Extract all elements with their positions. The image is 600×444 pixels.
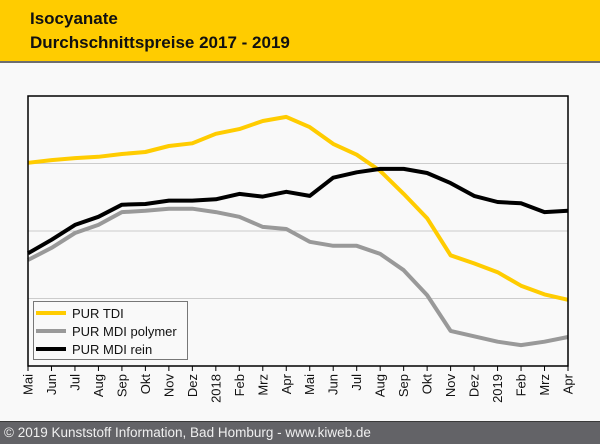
x-tick-label: Feb — [232, 374, 247, 396]
legend-item-tdi: PUR TDI — [36, 304, 124, 322]
copyright-footer: © 2019 Kunststoff Information, Bad Hombu… — [0, 421, 600, 444]
x-tick-label: Apr — [279, 373, 294, 394]
plot-frame — [27, 95, 569, 367]
x-tick-label: 2019 — [490, 374, 505, 403]
x-tick-label: Sep — [396, 374, 411, 397]
x-tick-label: 2018 — [208, 374, 223, 403]
x-tick-label: Jul — [349, 374, 364, 391]
series-line-pur-mdi-rein — [27, 166, 569, 256]
x-tick-label: Okt — [420, 374, 435, 395]
x-tick-label: Aug — [91, 374, 106, 397]
legend-item-mdi-polymer: PUR MDI polymer — [36, 322, 177, 340]
x-tick-label: Apr — [561, 373, 576, 394]
x-tick-label: Jun — [44, 374, 59, 395]
x-tick-label: Mai — [302, 374, 317, 395]
x-tick-label: Feb — [514, 374, 529, 396]
x-tick-label: Mai — [21, 374, 36, 395]
legend-label-tdi: PUR TDI — [72, 305, 124, 321]
x-tick-label: Sep — [114, 374, 129, 397]
legend-item-mdi-rein: PUR MDI rein — [36, 340, 152, 358]
x-tick-label: Mrz — [537, 374, 552, 396]
legend-label-mdi-rein: PUR MDI rein — [72, 341, 153, 357]
chart-title-line1: Isocyanate — [30, 9, 118, 28]
chart-header: Isocyanate Durchschnittspreise 2017 - 20… — [0, 0, 600, 63]
x-tick-label: Dez — [185, 374, 200, 397]
legend-swatch-tdi — [36, 311, 66, 315]
series-line-pur-tdi — [27, 114, 569, 302]
x-tick-label: Mrz — [255, 374, 270, 396]
x-tick-label: Nov — [161, 374, 176, 398]
x-tick-label: Nov — [443, 374, 458, 398]
legend-swatch-mdi-polymer — [36, 329, 66, 333]
chart-title-line2: Durchschnittspreise 2017 - 2019 — [30, 33, 290, 52]
x-tick-label: Dez — [467, 374, 482, 397]
x-tick-label: Okt — [138, 374, 153, 395]
legend-label-mdi-polymer: PUR MDI polymer — [72, 323, 177, 339]
x-tick-label: Jun — [326, 374, 341, 395]
x-tick-label: Aug — [373, 374, 388, 397]
chart-legend: PUR TDI PUR MDI polymer PUR MDI rein — [33, 301, 188, 360]
line-chart: Mai Jun Jul Aug Sep Okt Nov Dez 2018 Feb Mrz Apr Mai… — [21, 95, 576, 403]
series-line-pur-mdi-polymer — [27, 206, 569, 348]
x-tick-label: Jul — [67, 374, 82, 391]
legend-swatch-mdi-rein — [36, 347, 66, 351]
